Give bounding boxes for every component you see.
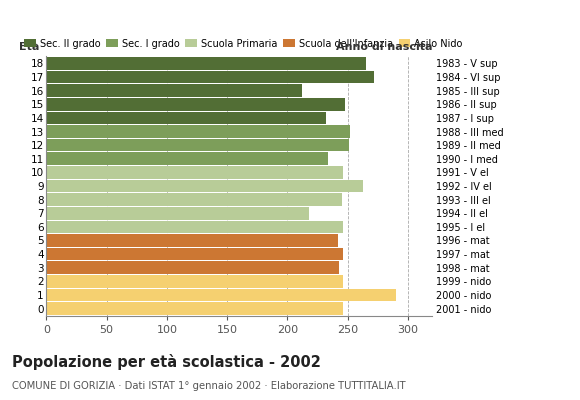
Bar (46, 180, 364, 192)
Bar (46, 57, 366, 70)
Bar (46, 302, 343, 315)
Bar (46, 152, 328, 165)
Bar (46, 220, 343, 233)
Bar (46, 84, 302, 97)
Text: Anno di nascita: Anno di nascita (336, 42, 432, 52)
Bar (46, 207, 309, 220)
Bar (46, 139, 349, 152)
Bar (46, 234, 338, 247)
Bar (46, 288, 396, 301)
Bar (46, 125, 350, 138)
Text: COMUNE DI GORIZIA · Dati ISTAT 1° gennaio 2002 · Elaborazione TUTTITALIA.IT: COMUNE DI GORIZIA · Dati ISTAT 1° gennai… (12, 381, 405, 391)
Text: Età: Età (19, 42, 40, 52)
Bar (46, 261, 339, 274)
Bar (46, 98, 345, 111)
Bar (46, 193, 342, 206)
Legend: Sec. II grado, Sec. I grado, Scuola Primaria, Scuola dell'Infanzia, Asilo Nido: Sec. II grado, Sec. I grado, Scuola Prim… (24, 39, 463, 49)
Bar (46, 166, 343, 179)
Bar (46, 275, 343, 288)
Bar (46, 112, 326, 124)
Bar (46, 71, 374, 84)
Bar (46, 248, 343, 260)
Text: Popolazione per età scolastica - 2002: Popolazione per età scolastica - 2002 (12, 354, 321, 370)
